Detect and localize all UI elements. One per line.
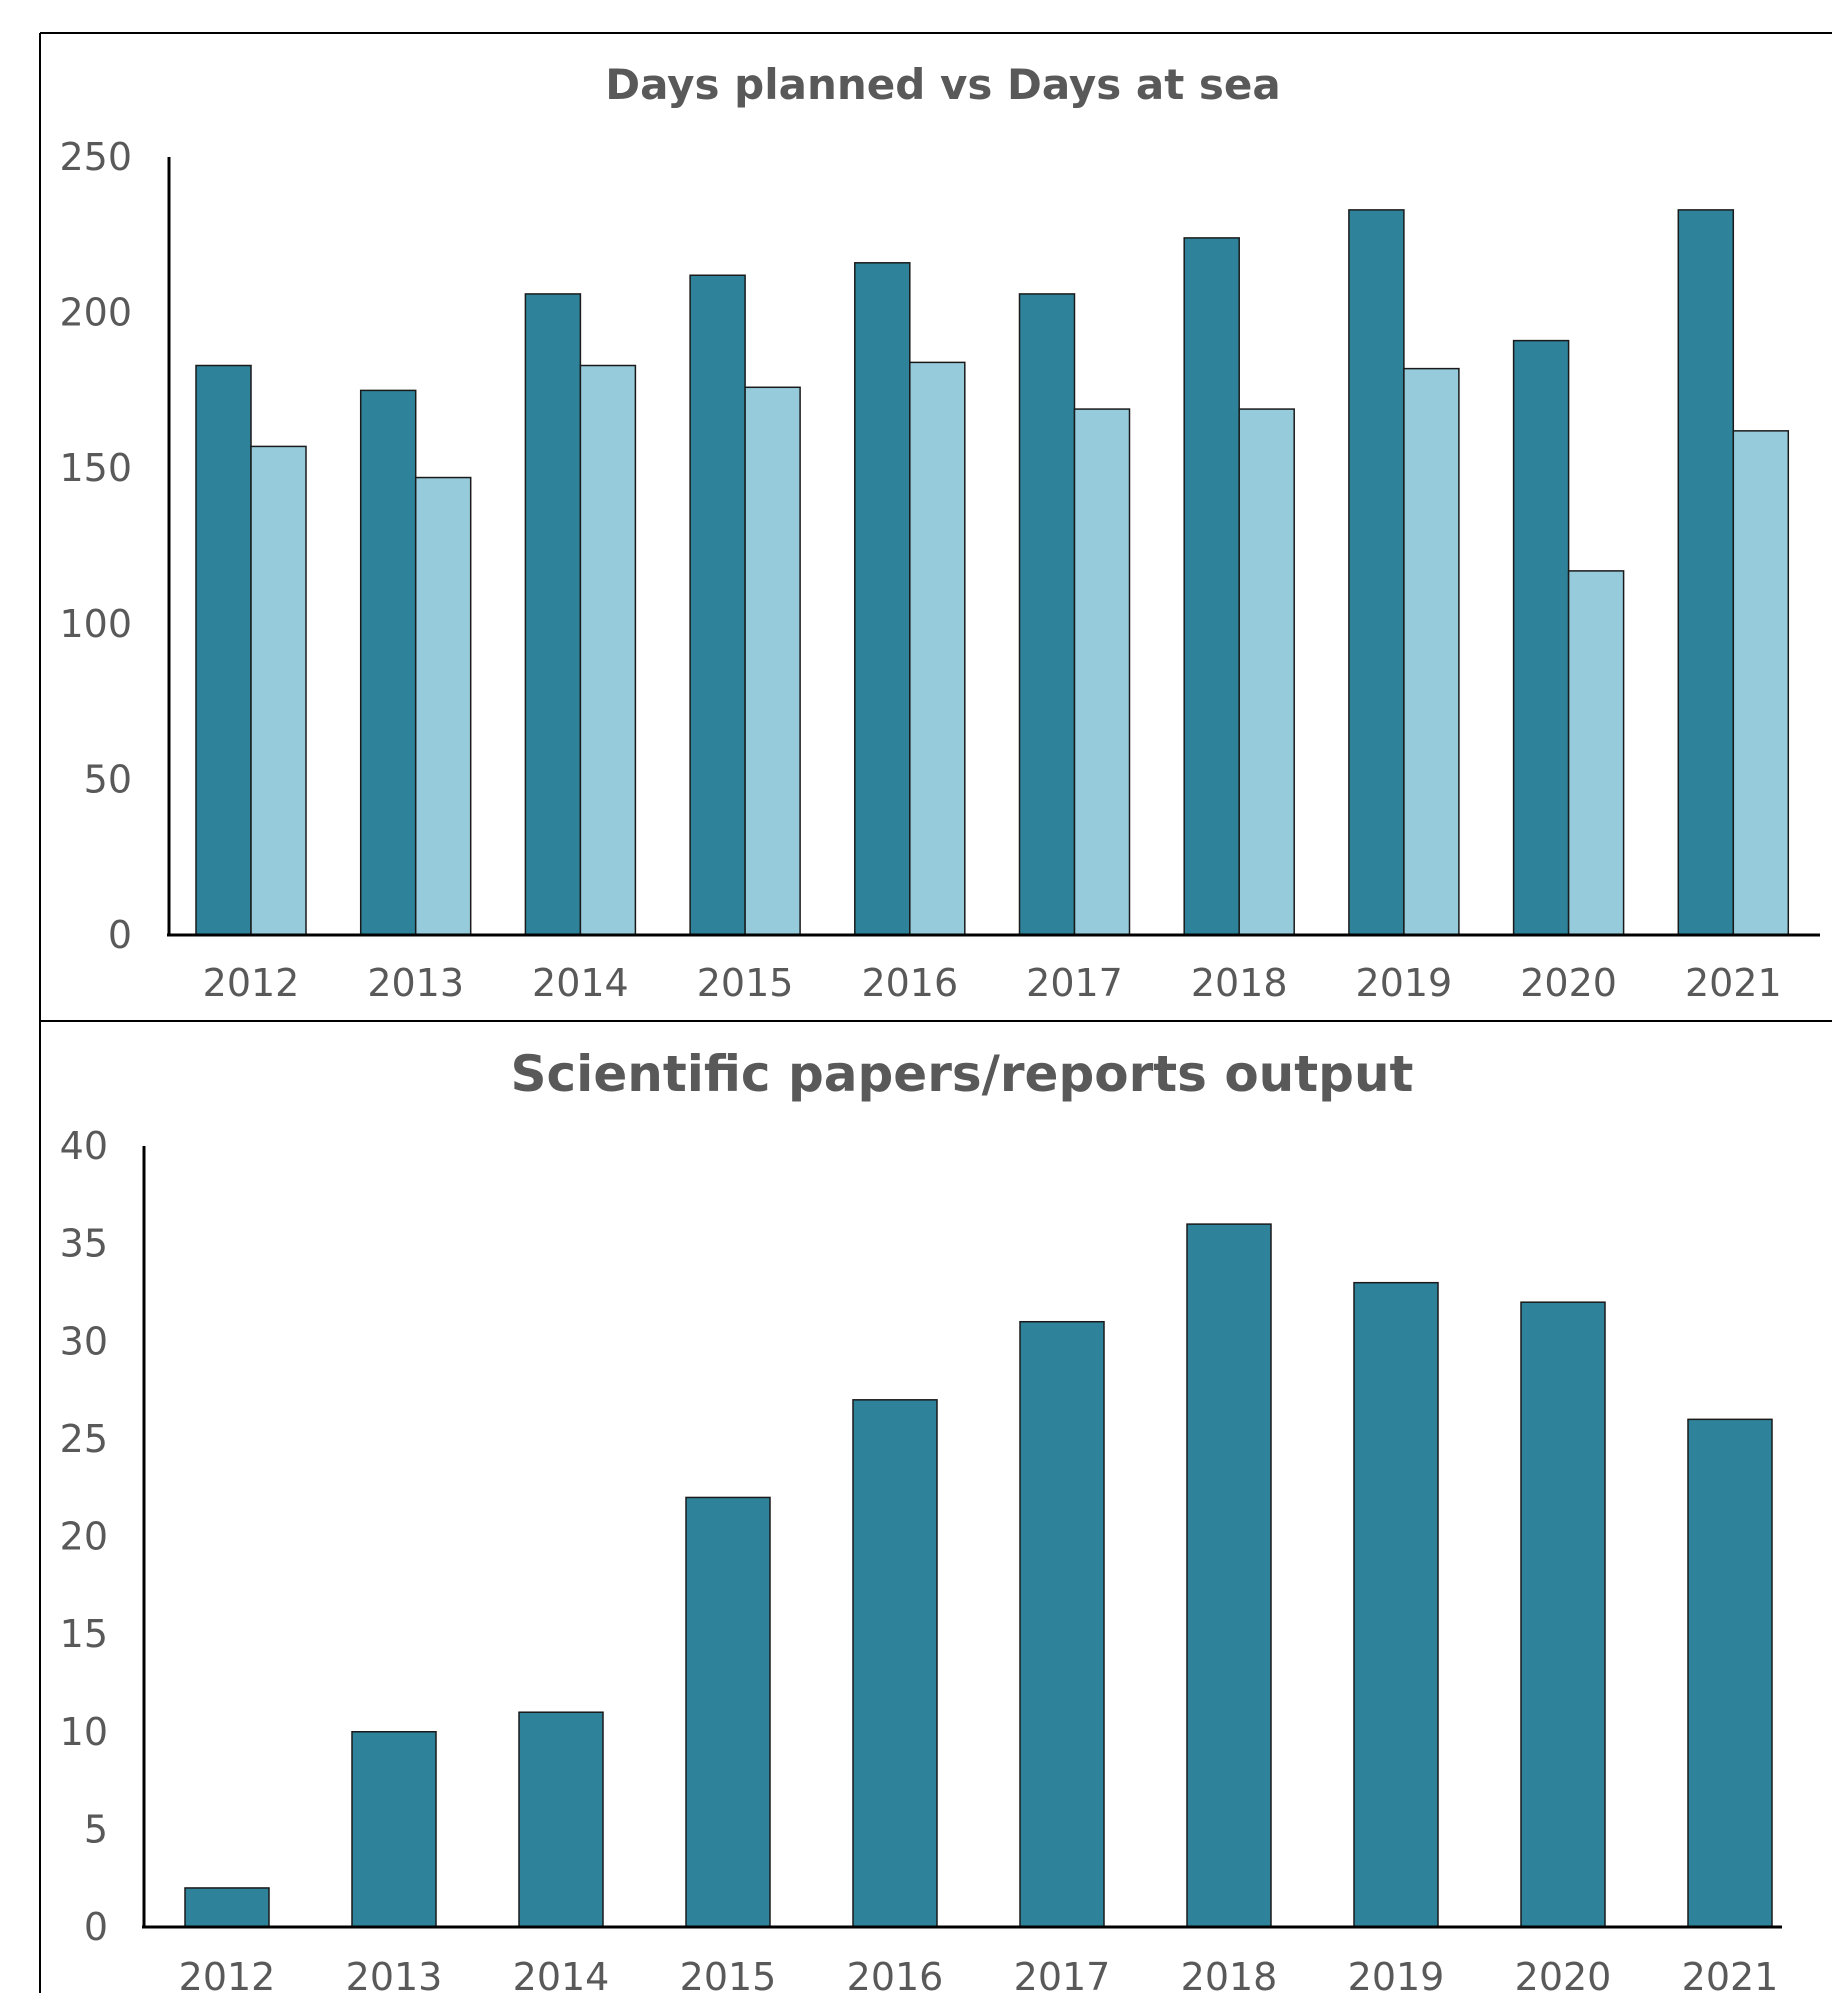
- chart2-y-tick-5: 5: [84, 1807, 108, 1851]
- chart2-y-tick-labels: 0 5 10 15 20 25 30 35 40: [60, 1124, 108, 1949]
- chart2-x-tick-2021: 2021: [1682, 1955, 1779, 1993]
- chart2-y-tick-20: 20: [60, 1515, 108, 1559]
- chart2-x-tick-2015: 2015: [680, 1955, 777, 1993]
- chart1-bar-2014-series-1: [524, 293, 582, 936]
- chart1-bar-2019-series-2: [1403, 367, 1460, 936]
- chart1-bar-2020-series-1: [1512, 339, 1570, 936]
- chart2-y-tick-40: 40: [60, 1124, 108, 1168]
- chart1-x-tick-labels: 2012 2013 2014 2015 2016 2017 2018 2019 2020 2021: [203, 961, 1782, 1005]
- chart1-x-tick-2014: 2014: [532, 961, 629, 1005]
- chart2-x-tick-2012: 2012: [179, 1955, 276, 1993]
- chart-days-planned-vs-at-sea: Days planned vs Days at sea 0 50 100 150 200…: [59, 60, 1820, 1005]
- chart1-x-tick-2013: 2013: [367, 961, 464, 1005]
- chart1-bar-2015-series-1: [689, 274, 746, 936]
- chart1-bar-2019-series-1: [1348, 209, 1405, 936]
- chart1-bar-2016-series-1: [854, 262, 911, 936]
- chart1-bar-2012-series-2: [250, 445, 307, 936]
- chart1-bar-2016-series-2: [909, 361, 966, 936]
- chart2-title: Scientific papers/reports output: [511, 1045, 1414, 1103]
- chart2-y-tick-15: 15: [60, 1612, 108, 1656]
- chart2-x-tick-2020: 2020: [1515, 1955, 1612, 1993]
- chart2-x-tick-2013: 2013: [346, 1955, 443, 1993]
- chart1-title: Days planned vs Days at sea: [605, 60, 1280, 109]
- chart2-bar-2018: [1186, 1223, 1272, 1928]
- chart1-y-tick-50: 50: [84, 757, 132, 801]
- chart2-y-tick-35: 35: [60, 1222, 108, 1266]
- chart2-bar-2016: [852, 1399, 938, 1928]
- chart2-bars: [184, 1223, 1773, 1928]
- chart1-bar-2012-series-1: [195, 364, 252, 936]
- chart2-bar-2020: [1520, 1301, 1606, 1928]
- chart1-x-tick-2020: 2020: [1520, 961, 1617, 1005]
- chart1-y-tick-labels: 0 50 100 150 200 250: [59, 135, 132, 957]
- chart1-y-tick-150: 150: [59, 446, 132, 490]
- chart2-bar-2017: [1019, 1320, 1105, 1928]
- chart1-bar-2018-series-1: [1183, 237, 1240, 936]
- chart2-y-tick-0: 0: [84, 1905, 108, 1949]
- chart1-bar-2021-series-1: [1677, 209, 1735, 936]
- chart2-x-tick-labels: 2012 2013 2014 2015 2016 2017 2018 2019 2020 2021: [179, 1955, 1779, 1993]
- chart1-bar-2014-series-2: [579, 364, 637, 936]
- chart1-x-tick-2017: 2017: [1026, 961, 1123, 1005]
- chart2-bar-2015: [685, 1496, 771, 1928]
- chart2-x-tick-2018: 2018: [1181, 1955, 1278, 1993]
- chart1-bar-2015-series-2: [744, 386, 801, 936]
- chart1-y-tick-100: 100: [59, 602, 132, 646]
- chart2-bar-2012: [184, 1887, 270, 1928]
- chart1-y-tick-250: 250: [59, 135, 132, 179]
- chart2-x-tick-2019: 2019: [1348, 1955, 1445, 1993]
- chart1-bar-2017-series-1: [1018, 293, 1076, 936]
- chart1-bar-2013-series-2: [414, 476, 472, 936]
- chart2-x-tick-2017: 2017: [1014, 1955, 1111, 1993]
- chart1-bar-2013-series-1: [359, 389, 417, 936]
- chart2-bar-2014: [518, 1711, 604, 1928]
- chart1-x-tick-2019: 2019: [1356, 961, 1453, 1005]
- chart1-y-tick-0: 0: [108, 913, 132, 957]
- chart2-x-tick-2014: 2014: [513, 1955, 610, 1993]
- chart1-x-tick-2012: 2012: [203, 961, 300, 1005]
- chart2-y-tick-10: 10: [60, 1710, 108, 1754]
- chart1-bars: [195, 209, 1790, 936]
- chart1-bar-2020-series-2: [1567, 570, 1625, 936]
- chart2-y-tick-25: 25: [60, 1417, 108, 1461]
- chart2-x-tick-2016: 2016: [847, 1955, 944, 1993]
- chart1-bar-2021-series-2: [1732, 430, 1790, 936]
- chart2-bar-2021: [1687, 1418, 1773, 1928]
- chart2-bar-2013: [351, 1731, 437, 1928]
- chart1-x-tick-2018: 2018: [1191, 961, 1288, 1005]
- chart1-bar-2018-series-2: [1238, 408, 1295, 936]
- chart1-x-tick-2016: 2016: [861, 961, 958, 1005]
- chart1-x-tick-2021: 2021: [1685, 961, 1782, 1005]
- chart1-bar-2017-series-2: [1073, 408, 1131, 936]
- chart1-x-tick-2015: 2015: [697, 961, 794, 1005]
- chart-scientific-papers-output: Scientific papers/reports output 0 5 10 15 2…: [60, 1045, 1782, 1993]
- chart1-y-tick-200: 200: [59, 291, 132, 335]
- chart2-y-tick-30: 30: [60, 1319, 108, 1363]
- chart2-bar-2019: [1353, 1281, 1439, 1928]
